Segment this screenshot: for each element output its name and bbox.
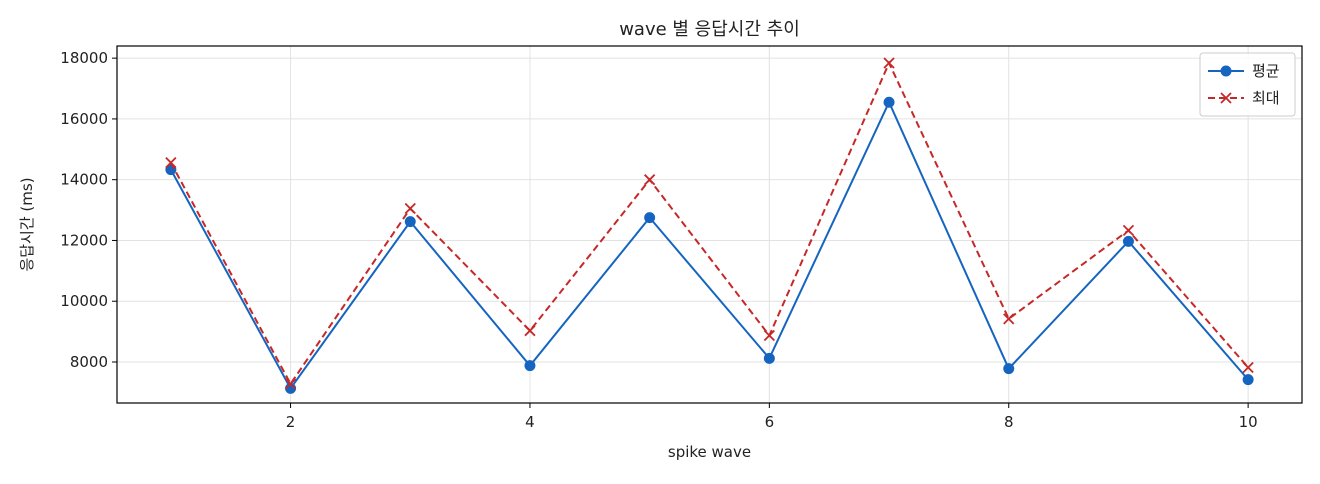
y-axis-label: 응답시간 (ms) [18,177,36,271]
series-2-point [284,378,297,390]
series-1-point [524,360,536,372]
x-tick-label: 8 [1004,413,1014,431]
series-2-point-stroke-b [524,325,536,337]
plot-frame [116,45,1303,404]
x-tick-label: 2 [286,413,296,431]
series-2-point [1003,313,1015,325]
y-tick-label: 16000 [60,110,108,128]
series-2-point-stroke-b [165,157,177,169]
series-layer [165,57,1254,394]
series-1-point [883,96,895,108]
series-1-point [404,216,416,228]
series-1-point [1242,374,1254,386]
x-tick-label: 4 [525,413,535,431]
legend-label-1: 평균 [1252,62,1280,80]
series-2-point [1122,224,1135,237]
series-2-point [883,57,895,69]
tick-layer: 2 4 6 8 10 8000 10000 12000 14000 16000 18000 [60,49,1257,431]
series-1-point [644,212,656,224]
y-tick-label: 18000 [60,49,108,67]
legend-box [1199,52,1296,117]
y-tick-label: 12000 [60,231,108,249]
series-2-line [169,60,1249,386]
x-tick-label: 6 [765,413,775,431]
grid-layer [117,46,1302,403]
series-1 [165,96,1254,394]
series-2-point [165,157,177,169]
series-1-line [169,99,1249,391]
series-2-point [404,202,416,215]
legend-marker-1 [1220,65,1232,77]
series-1-point [1122,235,1134,247]
chart-title: wave 별 응답시간 추이 [619,19,800,40]
legend-marker-2-stroke-b [1220,92,1232,104]
series-2-point [524,325,536,337]
series-2-point-stroke-b [883,57,895,69]
series-2-point [644,174,656,186]
legend-label-2: 최대 [1252,89,1280,107]
series-2-point-stroke-b [644,174,656,186]
series-1-point [763,352,775,364]
y-tick-label: 10000 [60,292,108,310]
series-2-point-stroke-b [1122,224,1135,237]
series-2-point-stroke-b [763,329,775,342]
series-2-point-stroke-b [404,202,416,215]
series-2-point [1242,361,1254,374]
y-tick-label: 14000 [60,171,108,189]
series-2-point [763,329,775,342]
series-2 [165,57,1254,390]
series-2-point-stroke-b [1242,361,1254,374]
series-2-point-stroke-b [284,378,297,390]
series-2-point-stroke-b [1003,313,1015,325]
x-tick-label: 10 [1239,413,1258,431]
x-axis-label: spike wave [668,443,751,461]
y-tick-label: 8000 [70,353,108,371]
legend-marker-2 [1220,92,1232,104]
series-1-point [1003,363,1015,375]
